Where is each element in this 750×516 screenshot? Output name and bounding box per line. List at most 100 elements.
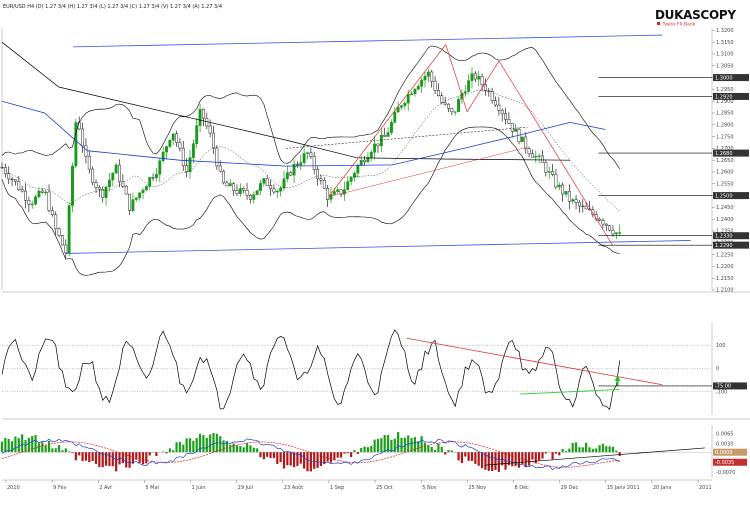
price-tick-label: 1.3200 bbox=[716, 28, 734, 34]
macd-histogram-bar bbox=[538, 452, 541, 461]
price-tag-label: 1.2920 bbox=[715, 94, 733, 100]
macd-histogram-bar bbox=[608, 446, 611, 453]
candle-body bbox=[443, 102, 447, 105]
candle-body bbox=[37, 190, 41, 197]
candle-body bbox=[282, 178, 286, 189]
macd-histogram-bar bbox=[148, 452, 151, 456]
price-tag-label: 1.2330 bbox=[715, 234, 733, 240]
candle-body bbox=[279, 187, 283, 192]
candle-body bbox=[178, 142, 182, 149]
macd-histogram-bar bbox=[31, 436, 34, 453]
macd-tick-label: 0.0065 bbox=[716, 431, 734, 437]
price-tag-box bbox=[713, 232, 749, 240]
candle-body bbox=[510, 123, 514, 132]
macd-histogram-bar bbox=[598, 445, 601, 453]
candle-body bbox=[245, 189, 249, 196]
macd-histogram-bar bbox=[420, 436, 423, 453]
macd-histogram-bar bbox=[178, 441, 182, 453]
macd-histogram-bar bbox=[249, 445, 252, 453]
macd-histogram-bar bbox=[138, 452, 141, 463]
candle-body bbox=[336, 189, 340, 192]
macd-histogram-bar bbox=[0, 441, 4, 453]
candle-body bbox=[232, 183, 236, 191]
macd-histogram-bar bbox=[276, 452, 279, 464]
macd-histogram-bar bbox=[111, 452, 114, 467]
macd-tick-label: -0.0070 bbox=[716, 470, 735, 476]
candle-body bbox=[520, 136, 524, 142]
candle-body bbox=[480, 76, 484, 86]
candle-body bbox=[369, 151, 373, 158]
channel-lower bbox=[65, 240, 691, 254]
candle-body bbox=[20, 189, 24, 192]
macd-histogram-bar bbox=[98, 452, 101, 468]
macd-histogram-bar bbox=[269, 452, 272, 458]
price-tick-label: 1.3050 bbox=[716, 63, 734, 69]
macd-histogram-bar bbox=[232, 443, 235, 453]
price-tag-box bbox=[713, 149, 749, 157]
candle-body bbox=[161, 151, 165, 162]
macd-histogram-bar bbox=[252, 447, 255, 453]
macd-histogram-bar bbox=[165, 452, 168, 454]
candle-body bbox=[413, 89, 417, 95]
macd-histogram-bar bbox=[373, 439, 376, 453]
candle-body bbox=[453, 111, 457, 113]
candle-body bbox=[134, 197, 138, 200]
candle-body bbox=[97, 187, 101, 190]
macd-histogram-bar bbox=[400, 438, 403, 453]
candle-body bbox=[353, 172, 356, 178]
candle-body bbox=[168, 139, 172, 147]
price-tick-label: 1.2650 bbox=[716, 158, 734, 164]
candle-body bbox=[138, 192, 142, 198]
candle-body bbox=[500, 110, 504, 114]
candle-body bbox=[171, 133, 175, 141]
price-tag-label: 1.2290 bbox=[715, 243, 733, 249]
macd-histogram-bar bbox=[68, 451, 71, 453]
candle-body bbox=[376, 143, 380, 147]
oscillator-tick-label: -100 bbox=[716, 389, 727, 395]
candle-body bbox=[107, 179, 111, 188]
macd-histogram-bar bbox=[212, 432, 215, 453]
macd-histogram-bar bbox=[363, 446, 366, 453]
trend-drop-red bbox=[445, 44, 468, 112]
macd-histogram-bar bbox=[108, 452, 111, 467]
price-tag-box bbox=[713, 92, 749, 100]
candle-body bbox=[292, 163, 296, 176]
candle-body bbox=[144, 186, 148, 191]
candle-body bbox=[537, 155, 541, 157]
candle-body bbox=[514, 128, 518, 132]
macd-histogram-bar bbox=[289, 452, 292, 466]
macd-histogram-bar bbox=[91, 452, 94, 462]
candle-body bbox=[201, 108, 205, 119]
candle-body bbox=[416, 85, 420, 90]
macd-histogram-bar bbox=[162, 451, 165, 453]
macd-histogram-bar bbox=[615, 450, 618, 453]
candle-body bbox=[544, 162, 548, 173]
macd-histogram-bar bbox=[605, 446, 608, 453]
macd-histogram-bar bbox=[487, 452, 490, 471]
macd-histogram-bar bbox=[467, 452, 470, 461]
macd-histogram-bar bbox=[266, 452, 269, 457]
macd-histogram-bar bbox=[350, 452, 353, 457]
candle-body bbox=[487, 90, 491, 92]
candle-body bbox=[34, 196, 38, 205]
candle-body bbox=[497, 104, 501, 111]
time-tick-label: 2 Avr bbox=[99, 485, 113, 491]
candle-body bbox=[7, 173, 11, 180]
candle-body bbox=[94, 182, 98, 188]
candle-body bbox=[604, 223, 608, 226]
macd-tag-label: -0.0035 bbox=[715, 460, 734, 466]
candle-body bbox=[403, 102, 407, 107]
oscillator-tick-label: 100 bbox=[716, 343, 726, 349]
candle-body bbox=[10, 178, 14, 181]
candle-body bbox=[212, 132, 215, 149]
macd-histogram-bar bbox=[279, 452, 282, 463]
candle-body bbox=[463, 91, 467, 94]
candle-body bbox=[131, 199, 135, 211]
candle-body bbox=[154, 174, 158, 179]
macd-tag-box bbox=[713, 458, 747, 466]
time-tick-label: 5 Nov bbox=[422, 485, 437, 491]
candle-body bbox=[420, 79, 424, 87]
macd-histogram-bar bbox=[534, 452, 537, 464]
macd-histogram-bar bbox=[504, 452, 507, 470]
macd-histogram-bar bbox=[390, 439, 393, 453]
